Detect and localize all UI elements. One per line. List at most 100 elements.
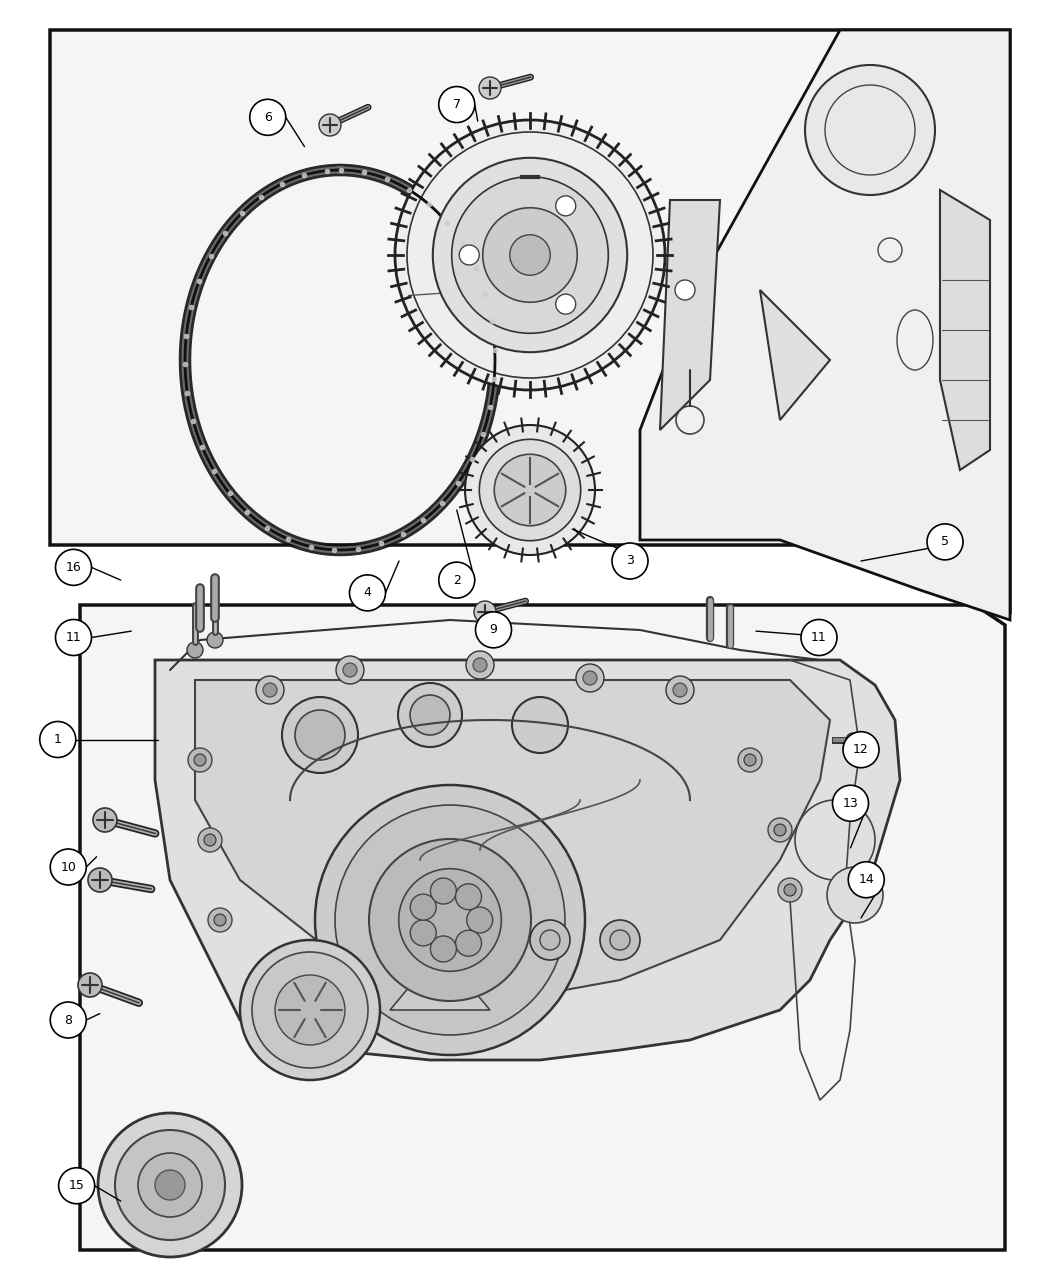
Circle shape [59,1168,94,1204]
Circle shape [472,658,487,672]
Circle shape [583,671,597,685]
Circle shape [540,929,560,950]
Circle shape [848,862,884,898]
Text: 4: 4 [363,586,372,599]
Circle shape [40,722,76,757]
Circle shape [50,1002,86,1038]
Circle shape [252,952,368,1068]
Circle shape [778,878,802,901]
Polygon shape [760,289,830,419]
Circle shape [465,425,595,555]
Polygon shape [195,680,830,1000]
Circle shape [430,878,457,904]
Circle shape [295,710,345,760]
Circle shape [805,65,934,195]
Text: 14: 14 [859,873,874,886]
Circle shape [459,245,479,265]
Circle shape [319,113,341,136]
Circle shape [187,643,203,658]
Circle shape [262,683,277,697]
Circle shape [50,849,86,885]
Circle shape [399,868,501,972]
Circle shape [207,632,223,648]
Circle shape [600,921,640,960]
Circle shape [555,196,575,215]
Text: 10: 10 [60,861,77,873]
Circle shape [256,676,284,704]
Polygon shape [50,31,1010,609]
Text: 3: 3 [626,555,634,567]
Circle shape [673,683,687,697]
Text: 2: 2 [453,574,461,586]
Text: 12: 12 [853,743,869,756]
Circle shape [198,827,222,852]
Circle shape [738,748,762,771]
Circle shape [411,894,436,921]
Circle shape [204,834,216,847]
Circle shape [208,908,232,932]
Circle shape [784,884,796,896]
Circle shape [476,612,511,648]
Circle shape [433,158,627,352]
Circle shape [474,601,496,623]
Polygon shape [640,31,1010,620]
Circle shape [56,550,91,585]
Circle shape [576,664,604,692]
Circle shape [612,543,648,579]
Text: 15: 15 [68,1179,85,1192]
Circle shape [466,907,492,933]
Circle shape [88,868,112,892]
Circle shape [456,884,482,910]
Circle shape [398,683,462,747]
Text: 7: 7 [453,98,461,111]
Circle shape [774,824,786,836]
Circle shape [827,867,883,923]
Polygon shape [940,190,990,470]
Circle shape [369,839,531,1001]
Circle shape [98,1113,242,1257]
Circle shape [336,657,364,683]
Text: 9: 9 [489,623,498,636]
Circle shape [509,235,550,275]
Text: 1: 1 [54,733,62,746]
Circle shape [846,733,860,747]
Text: 11: 11 [65,631,82,644]
Circle shape [410,695,450,734]
Circle shape [138,1153,202,1218]
Circle shape [479,440,581,541]
Circle shape [275,975,345,1046]
Circle shape [610,929,630,950]
Circle shape [155,1170,185,1200]
Circle shape [452,177,608,333]
Circle shape [744,754,756,766]
Circle shape [335,805,565,1035]
Circle shape [315,785,585,1054]
Circle shape [282,697,358,773]
Text: 13: 13 [842,797,859,810]
Text: 11: 11 [811,631,827,644]
Circle shape [495,454,566,525]
Circle shape [439,562,475,598]
Circle shape [675,280,695,300]
Circle shape [93,808,117,833]
Circle shape [194,754,206,766]
Circle shape [411,919,436,946]
Circle shape [78,973,102,997]
Circle shape [430,936,457,961]
Circle shape [456,931,482,956]
Circle shape [240,940,380,1080]
Circle shape [801,620,837,655]
Text: 8: 8 [64,1014,72,1026]
Circle shape [466,652,493,680]
Circle shape [343,663,357,677]
Circle shape [350,575,385,611]
Circle shape [479,76,501,99]
Circle shape [250,99,286,135]
Circle shape [483,208,578,302]
Text: 5: 5 [941,536,949,548]
Circle shape [666,676,694,704]
Circle shape [843,732,879,768]
Polygon shape [390,950,490,1010]
Circle shape [927,524,963,560]
Circle shape [214,914,226,926]
